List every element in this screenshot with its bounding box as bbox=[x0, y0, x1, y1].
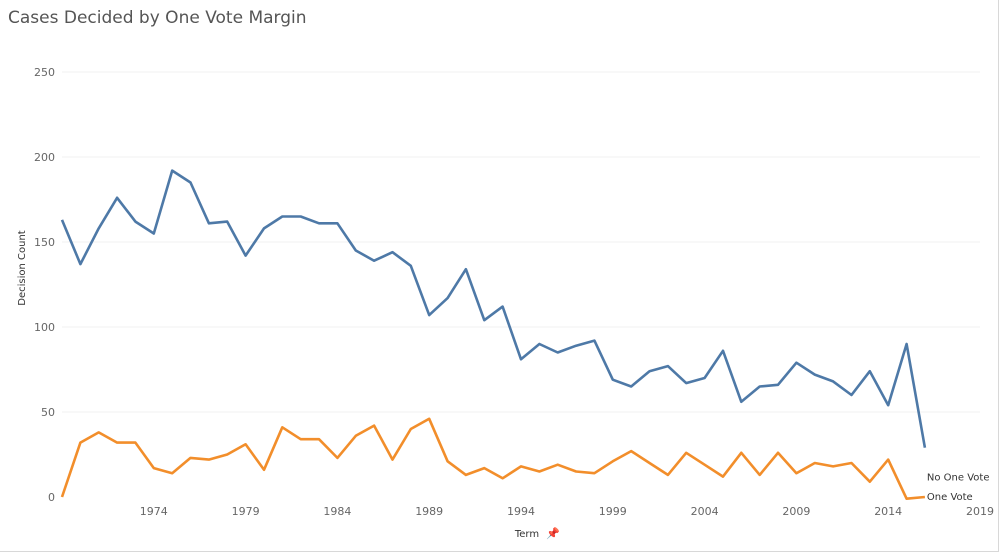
gridlines bbox=[62, 71, 980, 413]
y-tick-label: 150 bbox=[34, 236, 55, 249]
y-tick-label: 250 bbox=[34, 66, 55, 79]
series-label-0: No One Vote bbox=[927, 473, 990, 484]
chart-title: Cases Decided by One Vote Margin bbox=[8, 8, 307, 28]
y-tick-label: 100 bbox=[34, 321, 55, 334]
x-tick-label: 1974 bbox=[140, 505, 168, 518]
y-tick-label: 50 bbox=[41, 406, 55, 419]
x-tick-label: 2014 bbox=[874, 505, 902, 518]
x-tick-label: 1989 bbox=[415, 505, 443, 518]
series-labels: No One Vote One Vote bbox=[927, 473, 990, 503]
x-tick-label: 2004 bbox=[691, 505, 719, 518]
y-axis-ticks: 0 50 100 150 200 250 bbox=[34, 66, 55, 504]
x-tick-label: 2009 bbox=[782, 505, 810, 518]
x-tick-label: 2019 bbox=[966, 505, 994, 518]
y-tick-label: 200 bbox=[34, 151, 55, 164]
x-tick-label: 1994 bbox=[507, 505, 535, 518]
y-tick-label: 0 bbox=[48, 491, 55, 504]
series-line-1[interactable] bbox=[60, 417, 926, 501]
x-tick-label: 1979 bbox=[232, 505, 260, 518]
y-axis-label: Decision Count bbox=[17, 230, 28, 306]
x-tick-label: 1984 bbox=[323, 505, 351, 518]
x-axis-label[interactable]: Term bbox=[514, 529, 539, 540]
pin-icon[interactable]: 📌 bbox=[546, 526, 560, 540]
x-axis-ticks: 1974 1979 1984 1989 1994 1999 2004 2009 2014 2019 bbox=[140, 505, 994, 518]
x-tick-label: 1999 bbox=[599, 505, 627, 518]
series-line-0[interactable] bbox=[60, 169, 927, 448]
series-lines bbox=[60, 169, 927, 501]
series-label-1: One Vote bbox=[927, 492, 973, 503]
